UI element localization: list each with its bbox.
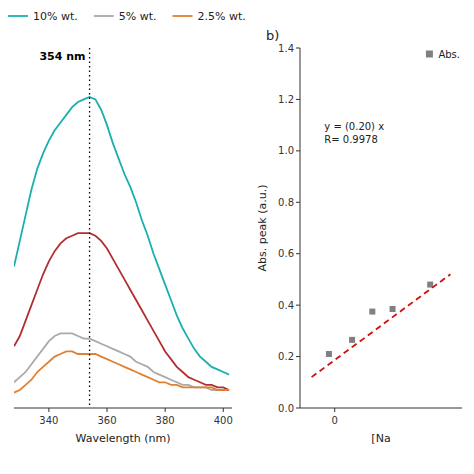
y-tick-label: 0.0 <box>278 403 294 414</box>
y-tick-label: 1.0 <box>278 145 294 156</box>
legend-item: 10% wt. <box>8 10 78 23</box>
scatter-point <box>349 337 355 343</box>
y-tick <box>296 305 300 306</box>
panel-0: 340 360 380 400 Wavelength (nm) 354 nm <box>14 48 233 445</box>
legend-label: Abs. <box>438 49 460 60</box>
y-tick <box>296 253 300 254</box>
plot-area <box>14 48 229 408</box>
legend-swatch <box>426 51 433 58</box>
y-axis-line <box>300 48 301 408</box>
annotation: y = (0.20) x R= 0.9978 <box>324 121 384 145</box>
y-tick-label: 0.2 <box>278 351 294 362</box>
legend-item: Abs. <box>426 49 460 60</box>
annotation-line: R= 0.9978 <box>324 134 378 145</box>
legend-item: 5% wt. <box>94 10 157 23</box>
y-tick <box>296 408 300 409</box>
series-line <box>14 351 229 392</box>
y-tick <box>296 99 300 100</box>
legend-label: 5% wt. <box>119 10 157 23</box>
reference-line <box>89 48 90 408</box>
x-tick <box>334 408 335 412</box>
x-axis-line <box>14 408 232 409</box>
plot-area <box>312 274 451 377</box>
y-tick-label: 0.6 <box>278 248 294 259</box>
annotation-line: y = (0.20) x <box>324 121 384 132</box>
x-tick-label: 400 <box>214 415 233 426</box>
legend-label: 2.5% wt. <box>198 10 246 23</box>
panel-title: b) <box>266 28 279 43</box>
legend-label: 10% wt. <box>33 10 78 23</box>
panel-1: 0 [Na 0.0 0.2 0.4 0.6 0.8 1.0 1.2 1.4 Abs. peak (a… <box>256 28 462 445</box>
legend-swatch <box>94 15 114 17</box>
x-axis-label: Wavelength (nm) <box>75 432 170 445</box>
x-axis-line <box>300 408 462 409</box>
x-tick <box>165 408 166 412</box>
y-tick <box>296 48 300 49</box>
x-tick-label: 340 <box>39 415 58 426</box>
y-axis-label: Abs. peak (a.u.) <box>256 185 269 272</box>
x-tick-label: 380 <box>156 415 175 426</box>
x-tick-label: 360 <box>97 415 116 426</box>
legend-swatch <box>8 15 28 17</box>
y-tick-label: 0.8 <box>278 197 294 208</box>
scatter-point <box>369 309 375 315</box>
x-axis-label: [Na <box>371 432 390 445</box>
legend-swatch <box>173 15 193 17</box>
reference-label: 354 nm <box>39 50 85 63</box>
series-line <box>14 333 229 390</box>
x-tick <box>223 408 224 412</box>
legend-item: 2.5% wt. <box>173 10 246 23</box>
y-tick <box>296 356 300 357</box>
y-tick-label: 0.4 <box>278 300 294 311</box>
scatter-point <box>326 351 332 357</box>
y-tick <box>296 202 300 203</box>
x-tick-label: 0 <box>332 415 338 426</box>
y-tick-label: 1.4 <box>278 43 294 54</box>
x-tick <box>48 408 49 412</box>
series-line <box>312 274 451 377</box>
chart: 340 360 380 400 Wavelength (nm) 354 nm 10% wt.… <box>0 0 474 474</box>
y-tick-label: 1.2 <box>278 94 294 105</box>
y-tick <box>296 150 300 151</box>
x-tick <box>107 408 108 412</box>
series-line <box>14 97 229 375</box>
scatter-point <box>390 306 396 312</box>
